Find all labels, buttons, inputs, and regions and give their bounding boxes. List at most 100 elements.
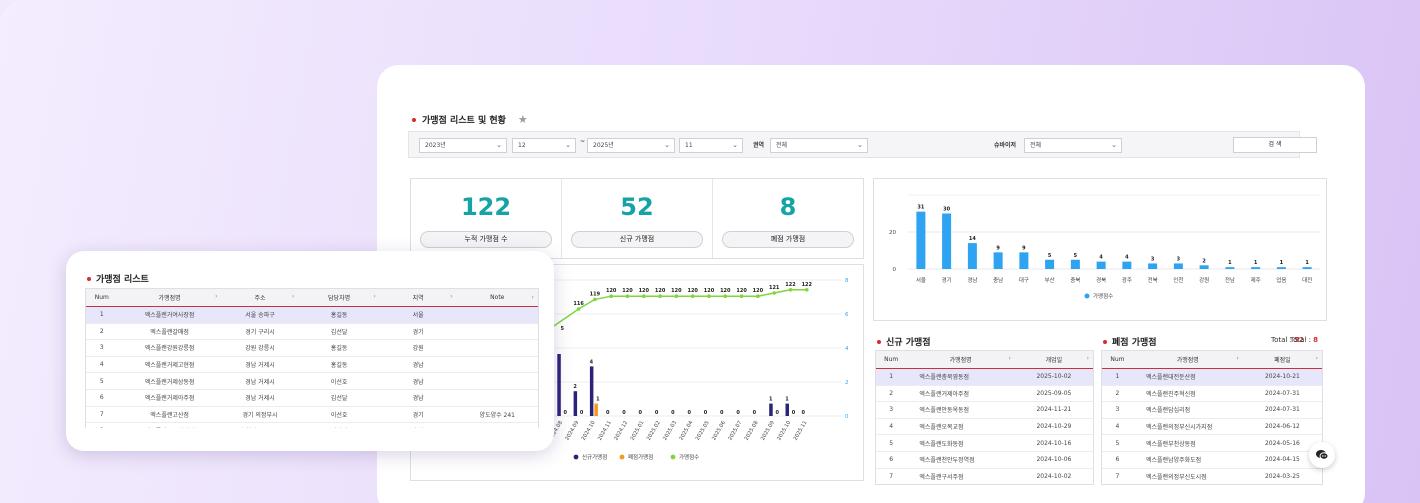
from-month-select[interactable]: 12 ⌄	[512, 138, 576, 153]
column-header[interactable]: Num	[1102, 356, 1133, 363]
total-store-value-label: 120	[687, 288, 698, 294]
region-select[interactable]: 전체 ⌄	[770, 138, 868, 153]
table-cell: 엑스플랜남양주화도점	[1145, 457, 1202, 465]
sort-arrow-icon[interactable]: ›	[215, 293, 218, 300]
closed-store-value-label: 0	[564, 410, 568, 416]
table-cell: 엑스플랜답십리점	[1145, 407, 1191, 415]
stat-closed-button[interactable]: 폐점 가맹점	[722, 231, 854, 248]
table-row[interactable]: 1 엑스플랜거여사장점 서울 송파구 홍길동 서울	[86, 307, 538, 324]
new-store-value-label: 0	[622, 410, 626, 416]
bar-value-label: 5	[1074, 253, 1078, 259]
new-store-value-label: 0	[639, 410, 643, 416]
from-year-select[interactable]: 2023년 ⌄	[419, 138, 507, 153]
x-tick-label: 2024.09	[564, 420, 580, 442]
column-header[interactable]: 담당자명 ›	[298, 293, 379, 302]
table-row[interactable]: 8엑스플랜공주신관점충청남도 공주시김선달충남	[86, 423, 538, 428]
table-row[interactable]: 7 엑스플랜의정부신도시점 2024-03-25	[1102, 469, 1322, 484]
new-total-label: Total :	[1271, 336, 1292, 344]
to-year-select[interactable]: 2025년 ⌄	[587, 138, 675, 153]
x-tick-label: 2025.09	[760, 420, 776, 442]
column-header-label: Num	[884, 356, 899, 363]
new-store-bar	[573, 391, 578, 416]
column-header[interactable]: 가맹점명 ›	[118, 293, 222, 302]
stats-summary: 122 누적 가맹점 수 52 신규 가맹점 8 폐점 가맹점	[410, 178, 864, 259]
table-row[interactable]: 4 엑스플랜의정부신시가지점 2024-06-12	[1102, 419, 1322, 436]
table-cell: 김선달	[330, 395, 348, 403]
table-row[interactable]: 1 엑스플랜충북영동점 2025-10-02	[876, 369, 1093, 386]
sort-arrow-icon[interactable]: ›	[1236, 355, 1239, 362]
column-header[interactable]: 지역 ›	[380, 293, 457, 302]
total-store-point	[805, 288, 809, 292]
sort-arrow-icon[interactable]: ›	[1008, 355, 1011, 362]
table-cell: 1	[1115, 373, 1120, 381]
favorite-star-icon[interactable]: ★	[517, 113, 528, 126]
table-cell: 홍길동	[330, 345, 348, 353]
column-header[interactable]: 가맹점명 ›	[906, 355, 1015, 364]
table-cell: 4	[889, 423, 894, 431]
table-cell: 7	[99, 410, 104, 418]
column-header[interactable]: Note ›	[457, 294, 538, 301]
table-row[interactable]: 6 엑스플랜거제아주점 경남 거제시 김선달 경남	[86, 390, 538, 407]
chevron-down-icon: ⌄	[496, 141, 502, 149]
supervisor-select[interactable]: 전체 ⌄	[1024, 138, 1122, 153]
region-chart-box: 0 20 31 서울 30 경기 14 경남 9 충남 9 대구 5 부산 5 충북 4 경북 4 광주 3 전북 3 인천 2…	[873, 178, 1327, 321]
table-row[interactable]: 4 엑스플랜오목교점 2024-10-29	[876, 419, 1093, 436]
column-header[interactable]: Num	[876, 356, 906, 363]
closed-store-value-label: 0	[792, 410, 796, 416]
column-header-label: Note	[490, 294, 505, 301]
chat-button[interactable]	[1309, 442, 1335, 468]
sort-arrow-icon[interactable]: ›	[1315, 355, 1318, 362]
total-store-value-label: 119	[590, 291, 601, 297]
x-tick-label: 경남	[967, 276, 977, 284]
sort-arrow-icon[interactable]: ›	[450, 293, 453, 300]
sort-arrow-icon[interactable]: ›	[531, 294, 534, 301]
table-cell: 엑스플랜강원강릉점	[144, 345, 195, 353]
sort-arrow-icon[interactable]: ›	[373, 293, 376, 300]
column-header-label: Num	[1110, 356, 1125, 363]
search-button[interactable]: 검 색	[1233, 137, 1317, 153]
table-row[interactable]: 7 엑스플랜고산점 경기 의정부시 이선호 경기 양도양수 241	[86, 407, 538, 424]
stat-new-button[interactable]: 신규 가맹점	[571, 231, 703, 248]
table-row[interactable]: 6 엑스플랜천안두정역점 2024-10-06	[876, 452, 1093, 469]
table-row[interactable]: 5 엑스플랜부천상동점 2024-05-16	[1102, 435, 1322, 452]
total-store-point	[593, 297, 597, 302]
stat-new-value: 52	[620, 193, 654, 221]
store-list-table: Num 가맹점명 › 주소 › 담당자명 › 지역 › Note › 1 엑스플랜거여사장점 서울 송파구…	[85, 288, 539, 428]
table-row[interactable]: 2 엑스플랜진주혁신점 2024-07-31	[1102, 386, 1322, 403]
bar-value-label: 1	[1305, 260, 1309, 266]
table-row[interactable]: 2 엑스플랜갈매점 경기 구리시 김선달 경기	[86, 324, 538, 341]
column-header[interactable]: 폐점일 ›	[1243, 355, 1322, 364]
y2-tick-label: 6	[845, 312, 849, 318]
sort-arrow-icon[interactable]: ›	[1086, 355, 1089, 362]
new-store-value-label: 0	[655, 410, 659, 416]
table-cell: 3	[889, 406, 894, 414]
table-row[interactable]: 4 엑스플랜거제고현점 경남 거제시 홍길동 경남	[86, 357, 538, 374]
column-header[interactable]: 개업일 ›	[1015, 355, 1093, 364]
sort-arrow-icon[interactable]: ›	[292, 293, 295, 300]
bar-부산	[1045, 259, 1055, 269]
table-row[interactable]: 5 엑스플랜도화동점 2024-10-16	[876, 435, 1093, 452]
column-header[interactable]: Num	[86, 294, 118, 301]
table-row[interactable]: 2 엑스플랜거제아주점 2025-09-05	[876, 386, 1093, 403]
table-cell: 경기	[412, 328, 424, 336]
table-row[interactable]: 3 엑스플랜안동옥동점 2024-11-21	[876, 402, 1093, 419]
total-store-point	[690, 294, 695, 298]
y2-tick-label: 4	[845, 346, 849, 352]
bar-전남	[1225, 267, 1235, 269]
bar-value-label: 31	[917, 205, 924, 211]
bar-value-label: 3	[1177, 256, 1181, 262]
chevron-down-icon: ⌄	[732, 141, 738, 149]
dashboard-panel: 가맹점 리스트 및 현황 ★ 2023년 ⌄ 12 ⌄ ~ 2025년 ⌄ 11 ⌄ 권…	[377, 65, 1365, 503]
column-header[interactable]: 가맹점명 ›	[1133, 355, 1243, 364]
to-month-select[interactable]: 11 ⌄	[679, 138, 743, 153]
table-cell: 엑스플랜천안두정역점	[919, 457, 975, 465]
stat-total-button[interactable]: 누적 가맹점 수	[420, 231, 552, 248]
table-row[interactable]: 6 엑스플랜남양주화도점 2024-04-15	[1102, 452, 1322, 469]
bar-경남	[967, 243, 977, 269]
table-row[interactable]: 3 엑스플랜답십리점 2024-07-31	[1102, 402, 1322, 419]
table-row[interactable]: 1 엑스플랜대전둔산점 2024-10-21	[1102, 369, 1322, 386]
column-header[interactable]: 주소 ›	[222, 293, 299, 302]
table-row[interactable]: 3 엑스플랜강원강릉점 강원 강릉시 홍길동 강원	[86, 340, 538, 357]
table-row[interactable]: 5 엑스플랜거제상동점 경남 거제시 이선호 경남	[86, 373, 538, 390]
table-row[interactable]: 7 엑스플랜구서주점 2024-10-02	[876, 469, 1093, 484]
